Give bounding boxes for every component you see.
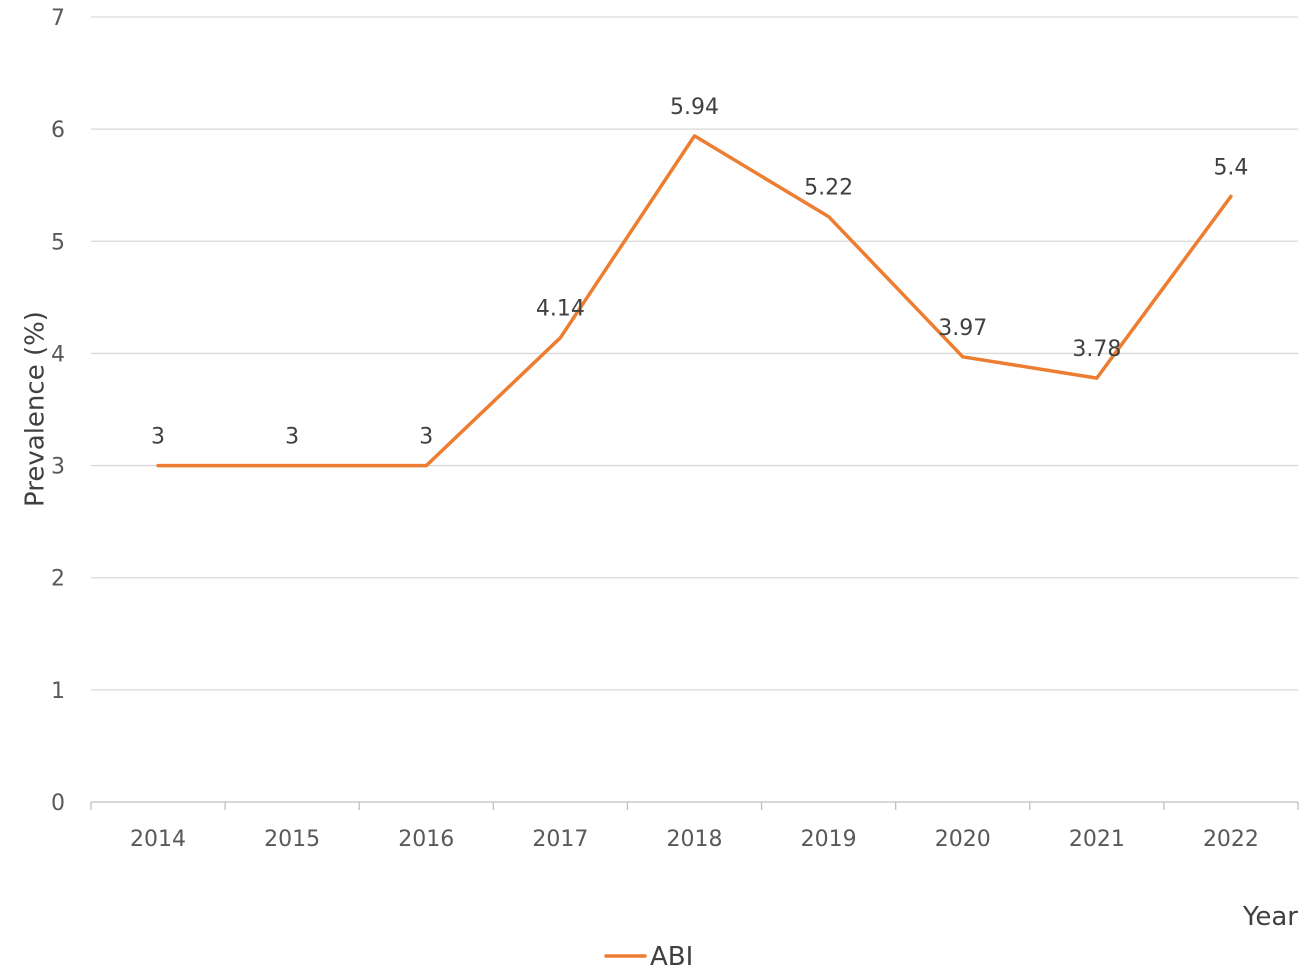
data-label-2022: 5.4: [1213, 155, 1248, 180]
x-tick-label-2018: 2018: [667, 827, 723, 852]
y-tick-label: 5: [51, 230, 65, 255]
y-tick-label: 6: [51, 118, 65, 143]
data-label-2014: 3: [151, 425, 165, 450]
x-tick-label-2015: 2015: [264, 827, 320, 852]
data-label-2018: 5.94: [670, 95, 719, 120]
x-tick-label-2014: 2014: [130, 827, 186, 852]
data-label-2021: 3.78: [1072, 337, 1121, 362]
data-label-2019: 5.22: [804, 176, 853, 201]
x-tick-label-2016: 2016: [398, 827, 454, 852]
legend: ABI: [604, 942, 693, 972]
data-label-2017: 4.14: [536, 297, 585, 322]
legend-label-abi: ABI: [650, 942, 693, 972]
x-tick-label-2019: 2019: [801, 827, 857, 852]
x-tick-label-2022: 2022: [1203, 827, 1259, 852]
x-tick-label-2020: 2020: [935, 827, 991, 852]
data-label-2020: 3.97: [938, 316, 987, 341]
x-tick-label-2021: 2021: [1069, 827, 1125, 852]
data-label-2016: 3: [419, 425, 433, 450]
axes: [90, 801, 1299, 810]
x-tick-labels: 2014 2015 2016 2017 2018 2019 2020 2021 2022: [130, 827, 1259, 852]
series-line-abi: [156, 134, 1233, 468]
data-label-2015: 3: [285, 425, 299, 450]
y-tick-label: 2: [51, 567, 65, 592]
y-axis-title: Prevalence (%): [21, 311, 51, 507]
y-tick-label: 0: [51, 791, 65, 816]
x-tick-label-2017: 2017: [532, 827, 588, 852]
y-tick-label: 3: [51, 455, 65, 480]
x-axis-title: Year: [1242, 902, 1298, 932]
y-tick-label: 1: [51, 679, 65, 704]
data-labels: 3 3 3 4.14 5.94 5.22 3.97 3.78 5.4: [151, 95, 1248, 450]
y-tick-label: 7: [51, 6, 65, 31]
series-lines: [156, 134, 1233, 468]
y-tick-label: 4: [51, 342, 65, 367]
y-tick-labels: 0 1 2 3 4 5 6 7: [51, 6, 65, 816]
